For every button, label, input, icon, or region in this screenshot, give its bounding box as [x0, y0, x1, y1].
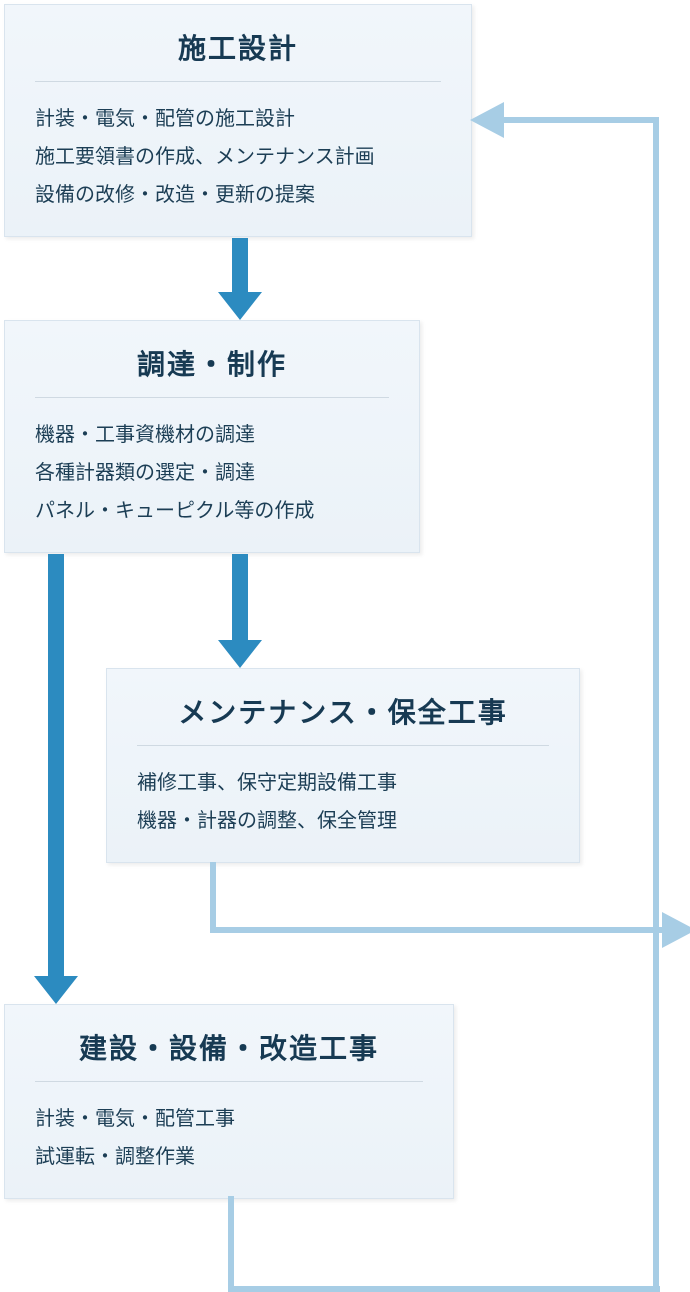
body-line: 設備の改修・改造・更新の提案	[35, 176, 441, 214]
body-line: 計装・電気・配管の施工設計	[35, 100, 441, 138]
divider	[35, 1081, 423, 1082]
arrow-design-to-procurement	[218, 238, 262, 320]
node-design-body: 計装・電気・配管の施工設計 施工要領書の作成、メンテナンス計画 設備の改修・改造…	[35, 100, 441, 214]
body-line: 施工要領書の作成、メンテナンス計画	[35, 138, 441, 176]
arrow-procurement-to-maintenance	[218, 554, 262, 668]
body-line: 機器・工事資機材の調達	[35, 416, 389, 454]
arrow-procurement-to-construction	[34, 554, 78, 1004]
body-line: 各種計器類の選定・調達	[35, 454, 389, 492]
divider	[35, 81, 441, 82]
body-line: 計装・電気・配管工事	[35, 1100, 423, 1138]
divider	[35, 397, 389, 398]
node-design: 施工設計 計装・電気・配管の施工設計 施工要領書の作成、メンテナンス計画 設備の…	[4, 4, 472, 237]
body-line: 試運転・調整作業	[35, 1138, 423, 1176]
arrow-construction-to-right	[228, 1196, 660, 1292]
node-procurement-body: 機器・工事資機材の調達 各種計器類の選定・調達 パネル・キューピクル等の作成	[35, 416, 389, 530]
node-construction-body: 計装・電気・配管工事 試運転・調整作業	[35, 1100, 423, 1176]
node-procurement-title: 調達・制作	[35, 343, 389, 383]
node-construction: 建設・設備・改造工事 計装・電気・配管工事 試運転・調整作業	[4, 1004, 454, 1199]
arrow-loop-right-to-design	[470, 96, 690, 1292]
body-line: パネル・キューピクル等の作成	[35, 492, 389, 530]
node-design-title: 施工設計	[35, 27, 441, 67]
node-procurement: 調達・制作 機器・工事資機材の調達 各種計器類の選定・調達 パネル・キューピクル…	[4, 320, 420, 553]
node-construction-title: 建設・設備・改造工事	[35, 1027, 423, 1067]
flowchart-canvas: 施工設計 計装・電気・配管の施工設計 施工要領書の作成、メンテナンス計画 設備の…	[0, 0, 690, 1292]
